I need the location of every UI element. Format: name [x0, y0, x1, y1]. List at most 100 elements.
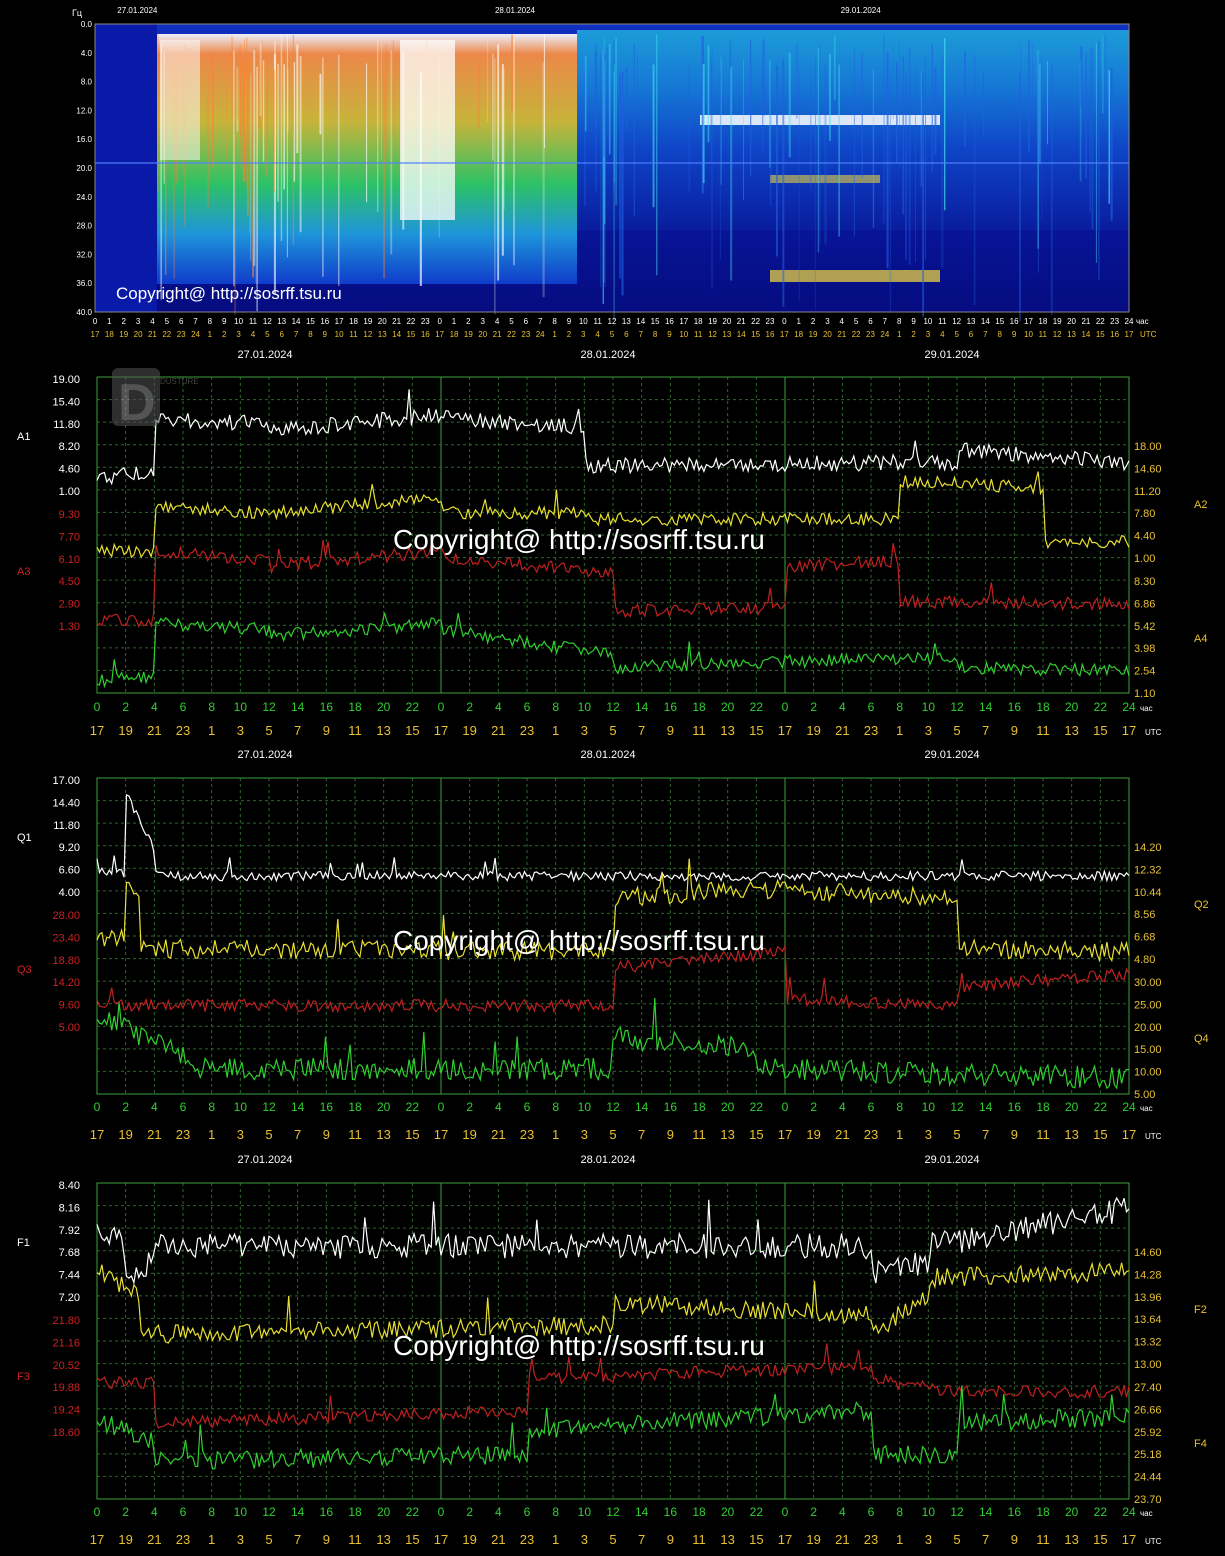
- spectrogram-x-tick-top: 16: [665, 317, 674, 326]
- x-tick-top: 10: [578, 1505, 592, 1519]
- spectrogram-date-label: 28.01.2024: [495, 6, 536, 15]
- x-tick-top: 12: [262, 1505, 276, 1519]
- spectrogram-x-tick-bottom: 18: [450, 330, 459, 339]
- spectrogram-x-tick-bottom: 8: [653, 330, 658, 339]
- logo-letter: D: [118, 374, 156, 432]
- spectrogram-x-tick-bottom: 1: [552, 330, 557, 339]
- x-tick-bottom: 11: [1036, 1532, 1050, 1547]
- spectrogram-x-tick-top: 18: [349, 317, 358, 326]
- spectrogram-x-tick-top: 16: [320, 317, 329, 326]
- x-tick-top: 16: [1008, 700, 1022, 714]
- right-axis-tick-label: 18.00: [1134, 441, 1162, 453]
- spectrogram-x-tick-bottom: 12: [363, 330, 372, 339]
- x-tick-top: 0: [438, 1100, 445, 1114]
- right-axis-tick-label: 10.44: [1134, 887, 1162, 899]
- x-tick-top: 18: [1036, 700, 1050, 714]
- spectrogram-streak: [853, 48, 855, 237]
- left-axis-tick-label: 19.00: [52, 374, 80, 386]
- x-tick-bottom: 21: [835, 723, 849, 738]
- spectrogram-streak: [400, 40, 455, 220]
- right-axis-tick-label: 27.40: [1134, 1382, 1162, 1394]
- spectrogram-streak: [763, 38, 765, 116]
- frequency-chart-panel: 27.01.2024 28.01.2024 29.01.2024 8.40 8.16 7.…: [17, 1154, 1207, 1547]
- x-tick-bottom: 5: [609, 1127, 616, 1142]
- left-axis-tick-label: 1.30: [59, 621, 80, 633]
- spectrogram-y-tick-label: 12.0: [76, 106, 92, 115]
- spectrogram-streak: [584, 70, 586, 206]
- x-tick-bottom: 15: [1093, 1532, 1107, 1547]
- x-tick-top: 6: [868, 1505, 875, 1519]
- spectrogram-streak: [233, 50, 235, 287]
- spectrogram-streak: [782, 59, 785, 307]
- spectrogram-y-tick-label: 4.0: [81, 49, 93, 58]
- x-tick-bottom: 23: [864, 1532, 878, 1547]
- spectrogram-y-tick-label: 0.0: [81, 20, 93, 29]
- spectrogram-x-tick-top: 24: [1125, 317, 1134, 326]
- x-tick-bottom: 15: [749, 1127, 763, 1142]
- x-tick-bottom: 19: [118, 1532, 132, 1547]
- spectrogram-streak: [899, 38, 900, 170]
- left-axis-tick-label: 8.20: [59, 441, 80, 453]
- plot-frame: [96, 376, 1130, 694]
- x-tick-bottom: 7: [294, 723, 301, 738]
- spectrogram-x-tick-top: 4: [150, 317, 155, 326]
- spectrogram-x-tick-top: 9: [911, 317, 916, 326]
- amplitude-chart-panel: 27.01.2024 28.01.2024 29.01.2024 19.00 15.40…: [17, 349, 1207, 738]
- spectrogram-streak: [165, 63, 167, 275]
- spectrogram-streak: [261, 41, 263, 134]
- spectrogram-x-tick-bottom: 7: [638, 330, 643, 339]
- x-tick-bottom: 5: [265, 1127, 272, 1142]
- spectrogram-x-tick-top: 11: [593, 317, 602, 326]
- spectrogram-streak: [501, 64, 504, 256]
- spectrogram-streak: [543, 34, 545, 149]
- spectrogram-x-tick-bottom: 13: [1067, 330, 1076, 339]
- right-axis-tick-label: 13.96: [1134, 1292, 1162, 1304]
- spectrogram-x-tick-bottom: 15: [751, 330, 760, 339]
- date-label: 28.01.2024: [580, 749, 635, 761]
- spectrogram-x-tick-top: 21: [392, 317, 401, 326]
- spectrogram-x-tick-top: 14: [981, 317, 990, 326]
- spectrogram-streak: [542, 62, 545, 298]
- x-tick-top: 16: [320, 1100, 334, 1114]
- spectrogram-x-tick-bottom: 15: [406, 330, 415, 339]
- x-tick-top: 18: [348, 700, 362, 714]
- spectrogram-x-tick-top: 10: [234, 317, 243, 326]
- x-tick-top: 4: [839, 700, 846, 714]
- x-tick-top: 24: [1122, 1505, 1136, 1519]
- series-line-a2: [96, 471, 1130, 559]
- spectrogram-x-tick-bottom: 2: [222, 330, 227, 339]
- spectrogram-streak: [815, 55, 817, 149]
- spectrogram-x-tick-top: 1: [107, 317, 112, 326]
- x-tick-bottom: 21: [147, 1127, 161, 1142]
- x-tick-bottom: 17: [1122, 1532, 1136, 1547]
- left-axis-tick-label: 21.80: [52, 1315, 80, 1327]
- x-tick-bottom: 19: [806, 723, 820, 738]
- spectrogram-streak: [252, 71, 254, 278]
- x-tick-bottom: 3: [925, 1532, 932, 1547]
- chart-watermark: Copyright@ http://sosrff.tsu.ru: [393, 1330, 765, 1361]
- x-tick-bottom: 11: [348, 1532, 362, 1547]
- right-axis-tick-label: 11.20: [1134, 486, 1161, 498]
- spectrogram-x-tick-top: 6: [524, 317, 529, 326]
- logo-block: [112, 368, 160, 426]
- spectrogram-x-tick-bottom: 24: [880, 330, 889, 339]
- x-tick-top: 16: [1008, 1505, 1022, 1519]
- x-tick-bottom: 5: [265, 723, 272, 738]
- x-tick-top: 18: [1036, 1505, 1050, 1519]
- x-tick-bottom: 13: [1064, 1532, 1078, 1547]
- x-tick-bottom: 21: [491, 1127, 505, 1142]
- x-tick-bottom: 21: [835, 1127, 849, 1142]
- x-tick-top: 4: [151, 1505, 158, 1519]
- spectrogram-streak: [925, 57, 926, 260]
- spectrogram-x-tick-bottom: 12: [708, 330, 717, 339]
- spectrogram-streak: [602, 50, 604, 304]
- spectrogram-streak: [319, 73, 322, 135]
- spectrogram-streak: [296, 44, 299, 154]
- spectrogram-y-tick-label: 20.0: [76, 164, 92, 173]
- x-tick-bottom: 15: [749, 723, 763, 738]
- spectrogram-x-tick-top: 17: [679, 317, 688, 326]
- spectrogram-streak: [262, 60, 265, 162]
- x-tick-bottom: 17: [434, 1127, 448, 1142]
- spectrogram-streak: [613, 71, 615, 320]
